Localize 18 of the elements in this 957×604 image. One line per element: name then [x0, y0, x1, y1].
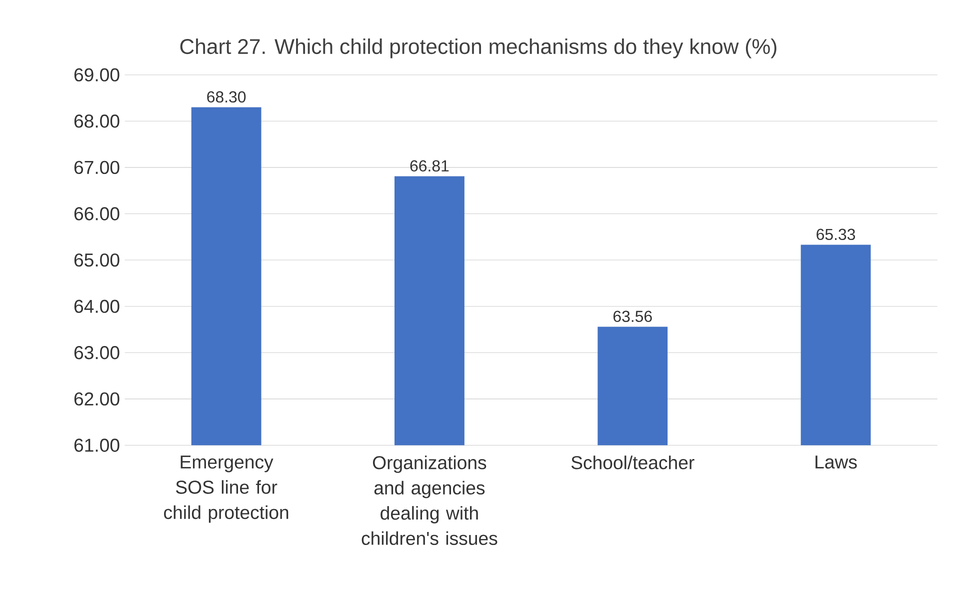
y-tick-label: 69.00: [74, 68, 120, 82]
data-label: 68.30: [207, 91, 246, 103]
y-tick-label: 62.00: [74, 392, 120, 406]
y-tick-label: 67.00: [74, 160, 120, 174]
x-tick-label: Emergency SOS line for child protection: [164, 456, 288, 523]
y-tick-label: 61.00: [74, 438, 120, 452]
y-tick-label: 66.00: [74, 207, 120, 220]
data-label: 66.81: [410, 160, 449, 172]
y-tick-label: 63.00: [74, 346, 120, 360]
x-tick-label: Organizations and agencies dealing with children's issues: [362, 456, 498, 545]
x-tick-label: School/teacher: [571, 456, 694, 470]
data-label: 65.33: [816, 228, 856, 240]
y-tick-label: 64.00: [74, 300, 120, 313]
x-tick-label: Laws: [816, 456, 857, 469]
y-tick-label: 65.00: [74, 253, 120, 267]
y-tick-label: 68.00: [74, 114, 120, 128]
data-label: 63.56: [613, 310, 652, 322]
chart-title: Chart 27. Which child protection mechanisms do they know (%): [180, 38, 776, 58]
